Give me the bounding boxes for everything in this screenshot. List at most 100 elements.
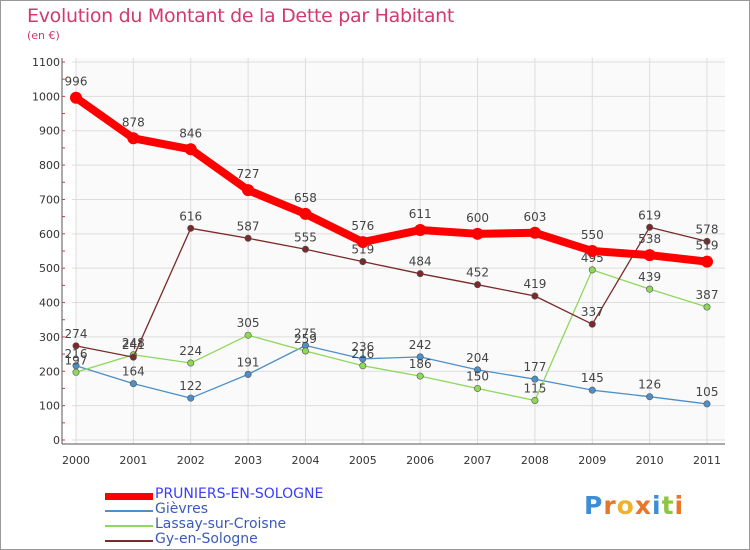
x-tick-label: 2004 (291, 454, 319, 467)
data-point (359, 258, 367, 266)
data-point (474, 366, 482, 374)
y-tick-label: 300 (39, 331, 60, 344)
data-point (416, 353, 424, 361)
data-label: 204 (466, 351, 489, 365)
data-label: 305 (237, 316, 260, 330)
x-tick-label: 2002 (177, 454, 205, 467)
data-point (414, 224, 427, 237)
legend-swatch (105, 492, 153, 500)
y-tick-label: 200 (39, 365, 60, 378)
y-tick-label: 500 (39, 262, 60, 275)
unit-label: (en €) (27, 29, 60, 42)
data-label: 555 (294, 230, 317, 244)
data-point (701, 255, 713, 268)
data-point (703, 400, 711, 408)
data-label: 216 (65, 347, 88, 361)
x-tick-label: 2006 (406, 454, 434, 467)
data-label: 216 (351, 347, 374, 361)
y-tick-label: 100 (39, 400, 60, 413)
data-label: 878 (122, 115, 145, 129)
legend-swatch (105, 525, 153, 527)
data-label: 191 (237, 355, 260, 369)
data-label: 197 (65, 353, 88, 367)
legend-label: Gy-en-Sologne (155, 531, 258, 547)
data-point (242, 184, 255, 197)
data-label: 164 (122, 365, 145, 379)
y-tick-label: 1000 (32, 90, 60, 103)
data-point (703, 303, 711, 311)
data-label: 439 (638, 270, 661, 284)
data-label: 600 (466, 211, 489, 225)
y-tick-label: 0 (53, 434, 60, 447)
data-point (588, 320, 596, 328)
x-tick-label: 2000 (62, 454, 90, 467)
data-label: 150 (466, 369, 489, 383)
data-point (703, 237, 711, 245)
x-tick-label: 2010 (636, 454, 664, 467)
data-label: 727 (237, 167, 260, 181)
data-label: 186 (409, 357, 432, 371)
data-point (416, 270, 424, 278)
data-point (588, 386, 596, 394)
data-label: 177 (523, 360, 546, 374)
logo-letter: r (603, 491, 617, 520)
data-label: 275 (294, 327, 317, 341)
data-point (416, 372, 424, 380)
data-label: 519 (696, 239, 719, 253)
x-tick-label: 2008 (521, 454, 549, 467)
data-label: 550 (581, 228, 604, 242)
legend-label: Lassay-sur-Croisne (155, 516, 287, 532)
data-label: 611 (409, 207, 432, 221)
data-point (474, 281, 482, 289)
data-point (187, 224, 195, 232)
data-point (244, 234, 252, 242)
data-point (301, 245, 309, 253)
data-point (646, 223, 654, 231)
data-label: 419 (523, 277, 546, 291)
data-point (301, 347, 309, 355)
data-point (129, 353, 137, 361)
data-label: 248 (122, 336, 145, 350)
data-point (528, 226, 541, 239)
logo-letter: i (674, 491, 685, 520)
x-tick-label: 2011 (693, 454, 721, 467)
data-label: 105 (696, 385, 719, 399)
data-label: 519 (351, 243, 374, 257)
data-point (129, 380, 137, 388)
data-label: 538 (638, 232, 661, 246)
legend-label: PRUNIERS-EN-SOLOGNE (155, 486, 324, 502)
data-point (471, 227, 484, 240)
data-label: 603 (523, 210, 546, 224)
data-label: 337 (581, 305, 604, 319)
data-point (646, 285, 654, 293)
data-label: 236 (351, 340, 374, 354)
data-point (646, 393, 654, 401)
logo-letter: x (634, 491, 652, 520)
series-line-1 (75, 344, 708, 405)
y-tick-label: 600 (39, 228, 60, 241)
x-tick-label: 2009 (578, 454, 606, 467)
data-point (187, 359, 195, 367)
data-point (531, 375, 539, 383)
data-label: 578 (696, 222, 719, 236)
data-point (531, 396, 539, 404)
data-point (299, 207, 312, 220)
data-label: 616 (179, 209, 202, 223)
data-point (643, 249, 656, 262)
data-point (356, 236, 369, 249)
data-label: 576 (351, 219, 374, 233)
data-point (187, 394, 195, 402)
y-tick-label: 700 (39, 193, 60, 206)
data-label: 242 (409, 338, 432, 352)
y-tick-label: 900 (39, 125, 60, 138)
logo-letter: P (584, 491, 604, 520)
data-label: 115 (523, 381, 546, 395)
data-point (588, 266, 596, 274)
data-point (127, 132, 140, 145)
data-point (244, 331, 252, 339)
series-line-2 (75, 269, 708, 402)
chart-title: Evolution du Montant de la Dette par Hab… (27, 5, 455, 27)
data-label: 241 (122, 338, 145, 352)
